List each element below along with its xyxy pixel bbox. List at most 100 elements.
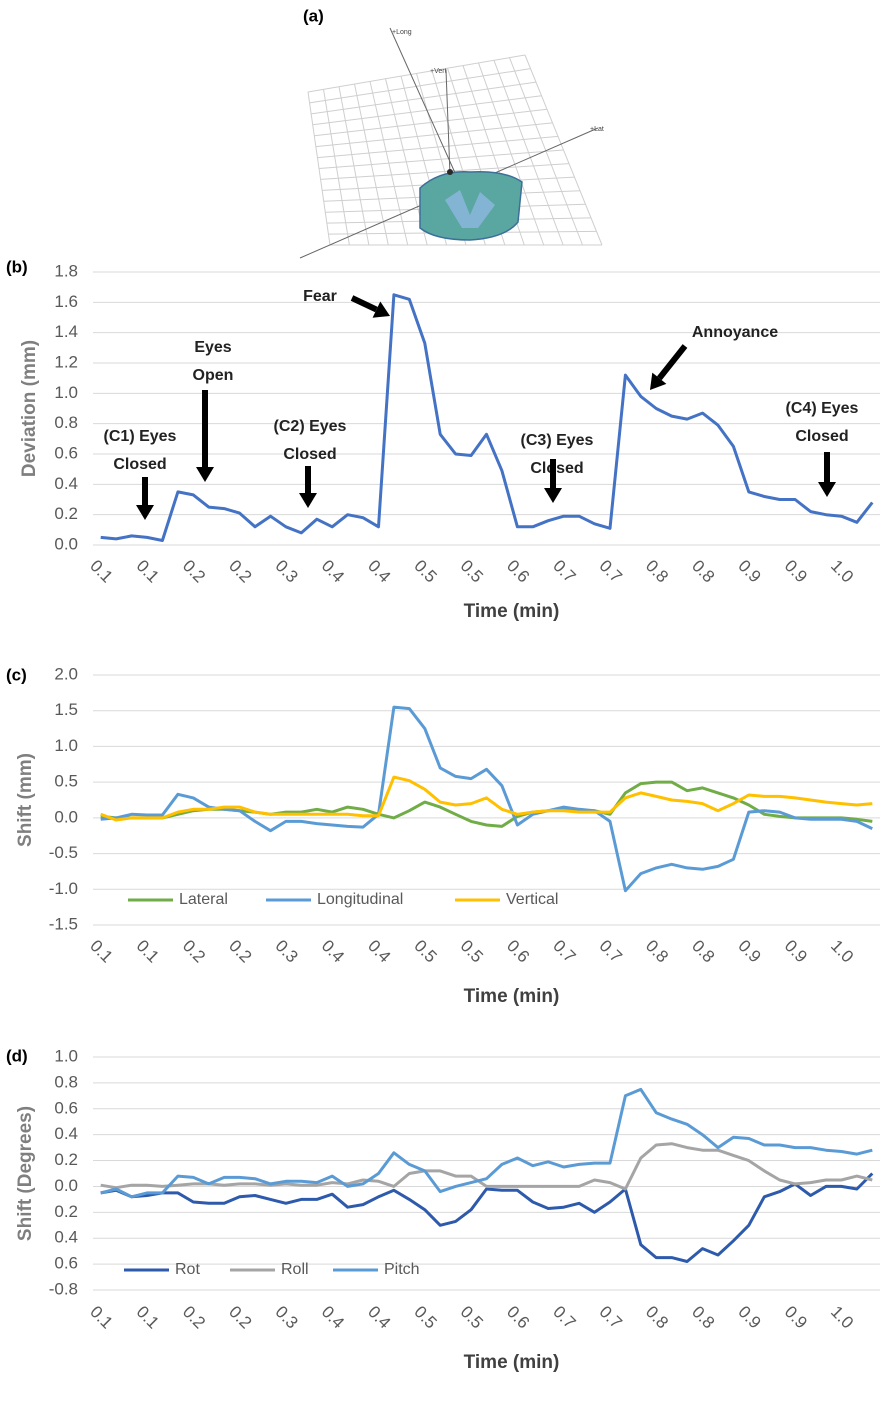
x-tick-label: 0.5 xyxy=(457,1302,487,1332)
y-tick-label: 0.4 xyxy=(54,1228,78,1247)
y-tick-label: 0.2 xyxy=(54,504,78,523)
x-tick-label: 0.2 xyxy=(179,556,209,586)
annotation: Annoyance xyxy=(692,324,778,341)
y-tick-label: 0.4 xyxy=(54,1124,78,1143)
x-tick-label: 0.5 xyxy=(457,556,487,586)
x-tick-label: 0.5 xyxy=(410,556,440,586)
annotation: Open xyxy=(193,367,234,384)
y-tick-label: 1.0 xyxy=(54,383,78,402)
x-tick-label: 0.7 xyxy=(596,556,626,586)
y-tick-label: 0.2 xyxy=(54,1150,78,1169)
y-axis-title: Shift (mm) xyxy=(15,753,36,847)
y-axis-title: Deviation (mm) xyxy=(19,340,40,477)
y-tick-label: 1.0 xyxy=(54,1046,78,1065)
y-axis-title: Shift (Degrees) xyxy=(15,1106,36,1241)
x-tick-label: 0.1 xyxy=(86,556,116,586)
x-tick-label: 0.1 xyxy=(133,556,163,586)
x-tick-label: 0.1 xyxy=(86,936,116,966)
x-tick-label: 0.3 xyxy=(272,556,302,586)
head-model-image xyxy=(300,28,602,258)
annotation: Closed xyxy=(283,446,336,463)
x-tick-label: 0.2 xyxy=(179,936,209,966)
x-tick-label: 0.8 xyxy=(642,936,672,966)
x-tick-label: 0.2 xyxy=(225,936,255,966)
arrow-head xyxy=(544,488,562,503)
axis-label: +Lat xyxy=(590,126,604,133)
y-tick-label: -1.0 xyxy=(49,879,78,898)
legend-label: Lateral xyxy=(179,891,228,908)
x-tick-label: 0.7 xyxy=(596,936,626,966)
legend-label: Longitudinal xyxy=(317,891,403,908)
panel-label: (a) xyxy=(303,6,324,25)
x-tick-label: 0.8 xyxy=(688,1302,718,1332)
arrow-head xyxy=(818,482,836,497)
x-tick-label: 0.5 xyxy=(410,936,440,966)
x-tick-label: 0.4 xyxy=(364,936,394,966)
y-tick-label: -1.5 xyxy=(49,914,78,933)
grid-line xyxy=(525,55,602,245)
figure: (a) +Long +Vert +Lat 0.0 0.2 0.4 0.6 0.8 1.0 1.2 1… xyxy=(0,0,880,1407)
y-tick-label: 0.8 xyxy=(54,1072,78,1091)
x-tick-label: 1.0 xyxy=(827,1302,857,1332)
annotation: Fear xyxy=(303,288,337,305)
x-tick-label: 0.9 xyxy=(781,556,811,586)
y-tick-label: 0.6 xyxy=(54,1254,78,1273)
panel-label: (c) xyxy=(6,665,27,684)
x-tick-label: 0.8 xyxy=(642,1302,672,1332)
x-tick-label: 0.4 xyxy=(364,556,394,586)
x-tick-label: 0.9 xyxy=(734,556,764,586)
y-tick-label: 1.2 xyxy=(54,352,78,371)
y-tick-label: 0.4 xyxy=(54,474,78,493)
y-tick-label: 0.8 xyxy=(54,413,78,432)
x-tick-label: 0.9 xyxy=(781,1302,811,1332)
arrow-head xyxy=(196,467,214,482)
arrow-head xyxy=(136,505,154,520)
y-tick-label: 0.0 xyxy=(54,534,78,553)
y-tick-label: 0.6 xyxy=(54,443,78,462)
legend-label: Rot xyxy=(175,1261,200,1278)
x-tick-label: 0.2 xyxy=(225,556,255,586)
grid-line xyxy=(510,58,583,245)
y-tick-label: 0.2 xyxy=(54,1202,78,1221)
y-tick-label: 1.4 xyxy=(54,322,78,341)
x-tick-label: 0.6 xyxy=(503,936,533,966)
x-tick-label: 0.5 xyxy=(457,936,487,966)
y-tick-label: 1.0 xyxy=(54,736,78,755)
y-tick-label: 1.5 xyxy=(54,700,78,719)
x-tick-label: 0.5 xyxy=(410,1302,440,1332)
x-tick-label: 0.2 xyxy=(225,1302,255,1332)
y-tick-label: 0.5 xyxy=(54,772,78,791)
data-line xyxy=(101,782,873,826)
x-tick-label: 0.1 xyxy=(86,1302,116,1332)
x-tick-label: 0.2 xyxy=(179,1302,209,1332)
y-tick-label: 2.0 xyxy=(54,664,78,683)
x-tick-label: 0.4 xyxy=(318,556,348,586)
annotation: Closed xyxy=(530,460,583,477)
x-tick-label: 0.9 xyxy=(734,936,764,966)
x-tick-label: 0.7 xyxy=(596,1302,626,1332)
arrow-shaft xyxy=(659,346,685,378)
panel-label: (d) xyxy=(6,1046,28,1065)
x-axis-title: Time (min) xyxy=(464,601,560,622)
x-tick-label: 0.8 xyxy=(642,556,672,586)
x-tick-label: 0.6 xyxy=(503,556,533,586)
axis-label: +Vert xyxy=(430,68,447,75)
x-tick-label: 0.7 xyxy=(549,936,579,966)
annotation: (C3) Eyes xyxy=(521,432,594,449)
x-tick-label: 0.7 xyxy=(549,1302,579,1332)
y-tick-label: 0.0 xyxy=(54,1176,78,1195)
x-tick-label: 0.3 xyxy=(272,1302,302,1332)
annotation: (C2) Eyes xyxy=(274,418,347,435)
x-tick-label: 0.4 xyxy=(364,1302,394,1332)
x-tick-label: 0.8 xyxy=(688,556,718,586)
x-tick-label: 0.1 xyxy=(133,1302,163,1332)
x-tick-label: 0.9 xyxy=(734,1302,764,1332)
face-scan xyxy=(420,172,522,240)
legend-label: Vertical xyxy=(506,891,558,908)
annotation: Eyes xyxy=(194,339,231,356)
x-tick-label: 1.0 xyxy=(827,556,857,586)
y-tick-label: 1.6 xyxy=(54,292,78,311)
legend-label: Pitch xyxy=(384,1261,420,1278)
x-tick-label: 0.9 xyxy=(781,936,811,966)
axis-label: +Long xyxy=(392,29,412,36)
